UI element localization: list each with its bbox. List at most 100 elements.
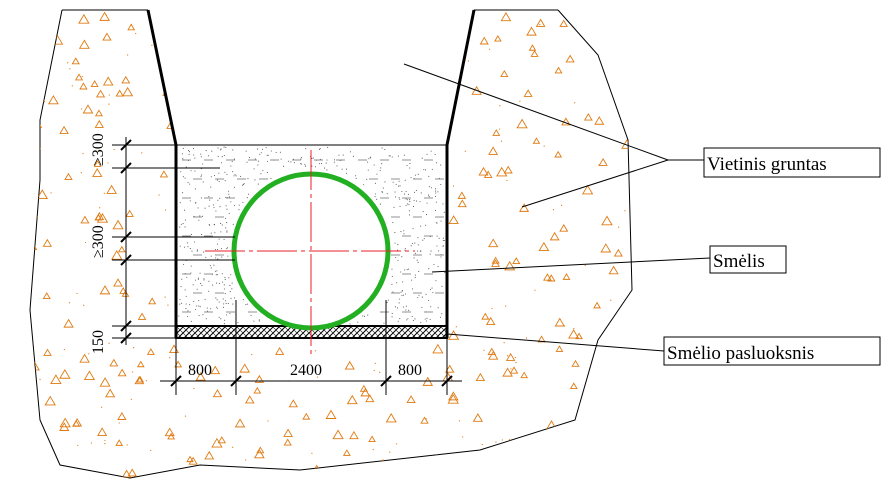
soil-triangle-mark [555, 345, 564, 352]
soil-triangle-mark [346, 394, 358, 405]
soil-dot-mark [483, 349, 485, 351]
sand-dot-mark [202, 314, 204, 316]
soil-triangle-mark [565, 54, 575, 63]
sand-dot-mark [433, 263, 435, 265]
sand-dot-mark [357, 321, 359, 323]
sand-dot-mark [211, 150, 213, 152]
soil-triangle-mark [50, 374, 62, 385]
soil-dot-mark [610, 299, 612, 301]
soil-dot-mark [371, 110, 373, 112]
soil-triangle-mark [92, 168, 103, 177]
soil-triangle-mark [471, 85, 482, 95]
sand-dot-mark [235, 175, 237, 177]
soil-dot-mark [590, 10, 592, 11]
sand-dot-mark [435, 188, 437, 190]
sand-dot-mark [224, 319, 226, 321]
soil-triangle-mark [283, 428, 293, 437]
soil-triangle-mark [231, 113, 243, 123]
soil-triangle-mark [195, 371, 206, 381]
soil-dot-mark [624, 449, 626, 451]
soil-dot-mark [373, 369, 375, 372]
sand-dot-mark [429, 318, 431, 320]
soil-triangle-mark [36, 189, 49, 200]
soil-triangle-mark [342, 449, 351, 456]
sand-dot-mark [214, 270, 216, 272]
soil-dot-mark [519, 100, 521, 102]
sand-dot-mark [429, 289, 432, 291]
sand-dot-mark [191, 250, 193, 252]
soil-dot-mark [534, 476, 536, 478]
sand-dot-mark [190, 272, 192, 274]
soil-dot-mark [525, 337, 528, 339]
sand-dot-mark [417, 261, 419, 264]
soil-dot-mark [101, 406, 103, 408]
soil-triangle-mark [554, 317, 565, 327]
soil-dot-mark [103, 192, 105, 195]
soil-triangle-mark [95, 89, 106, 98]
soil-dot-mark [374, 362, 376, 364]
soil-triangle-mark [106, 184, 117, 194]
soil-triangle-mark [384, 95, 395, 104]
soil-triangle-mark [481, 312, 490, 320]
sand-dot-mark [222, 281, 224, 283]
sand-dot-mark [287, 160, 289, 162]
sand-dot-mark [188, 151, 191, 153]
soil-dot-mark [505, 305, 507, 307]
soil-triangle-mark [420, 416, 429, 424]
soil-dot-mark [336, 132, 338, 135]
sand-dot-mark [227, 255, 229, 257]
soil-triangle-mark [125, 209, 134, 217]
sand-dot-mark [210, 267, 212, 269]
soil-triangle-mark [71, 57, 80, 65]
sand-dot-mark [414, 274, 416, 276]
soil-triangle-mark [188, 456, 198, 465]
sand-dot-mark [409, 167, 411, 169]
soil-triangle-mark [472, 413, 483, 422]
sand-dot-mark [267, 160, 269, 162]
soil-dot-mark [104, 439, 106, 442]
sand-dot-mark [404, 193, 406, 195]
sand-dot-mark [270, 150, 272, 152]
soil-triangle-mark [30, 209, 39, 218]
soil-triangle-mark [406, 395, 416, 404]
sand-dot-mark [224, 180, 226, 182]
sand-dot-mark [194, 308, 196, 311]
soil-dot-mark [127, 54, 129, 56]
sand-dot-mark [305, 148, 307, 150]
sand-dot-mark [395, 183, 397, 185]
soil-triangle-mark [586, 461, 596, 470]
sand-dot-mark [232, 303, 234, 305]
soil-boundary [29, 9, 633, 479]
sand-dot-mark [222, 298, 224, 300]
sand-dot-mark [341, 168, 343, 170]
sand-dot-mark [430, 187, 432, 189]
sand-dot-mark [226, 230, 228, 232]
sand-dot-mark [199, 306, 201, 308]
soil-triangle-mark [488, 146, 499, 155]
soil-triangle-mark [316, 123, 326, 131]
soil-dot-mark [81, 108, 83, 110]
sand-dot-mark [411, 315, 413, 317]
dim-top-cover: ≥300 [90, 133, 107, 166]
sand-dot-mark [198, 219, 200, 221]
sand-dot-mark [398, 180, 400, 182]
sand-dot-mark [201, 234, 203, 236]
soil-dot-mark [191, 369, 193, 371]
sand-dot-mark [393, 206, 395, 208]
sand-dot-mark [210, 176, 212, 178]
leader-lines [403, 63, 711, 352]
sand-dot-mark [238, 209, 240, 211]
soil-dot-mark [130, 23, 132, 26]
sand-dot-mark [443, 211, 445, 213]
soil-dot-mark [500, 140, 503, 142]
soil-triangle-mark [613, 248, 623, 257]
sand-dot-mark [216, 179, 219, 181]
soil-triangle-mark [283, 438, 292, 446]
sand-dot-mark [200, 156, 202, 158]
soil-dot-mark [267, 420, 269, 422]
sand-dot-mark [405, 204, 407, 207]
sand-dot-mark [355, 175, 357, 177]
dim-right-width: 800 [398, 362, 422, 379]
sand-dot-mark [204, 207, 206, 209]
sand-dot-mark [425, 293, 427, 295]
